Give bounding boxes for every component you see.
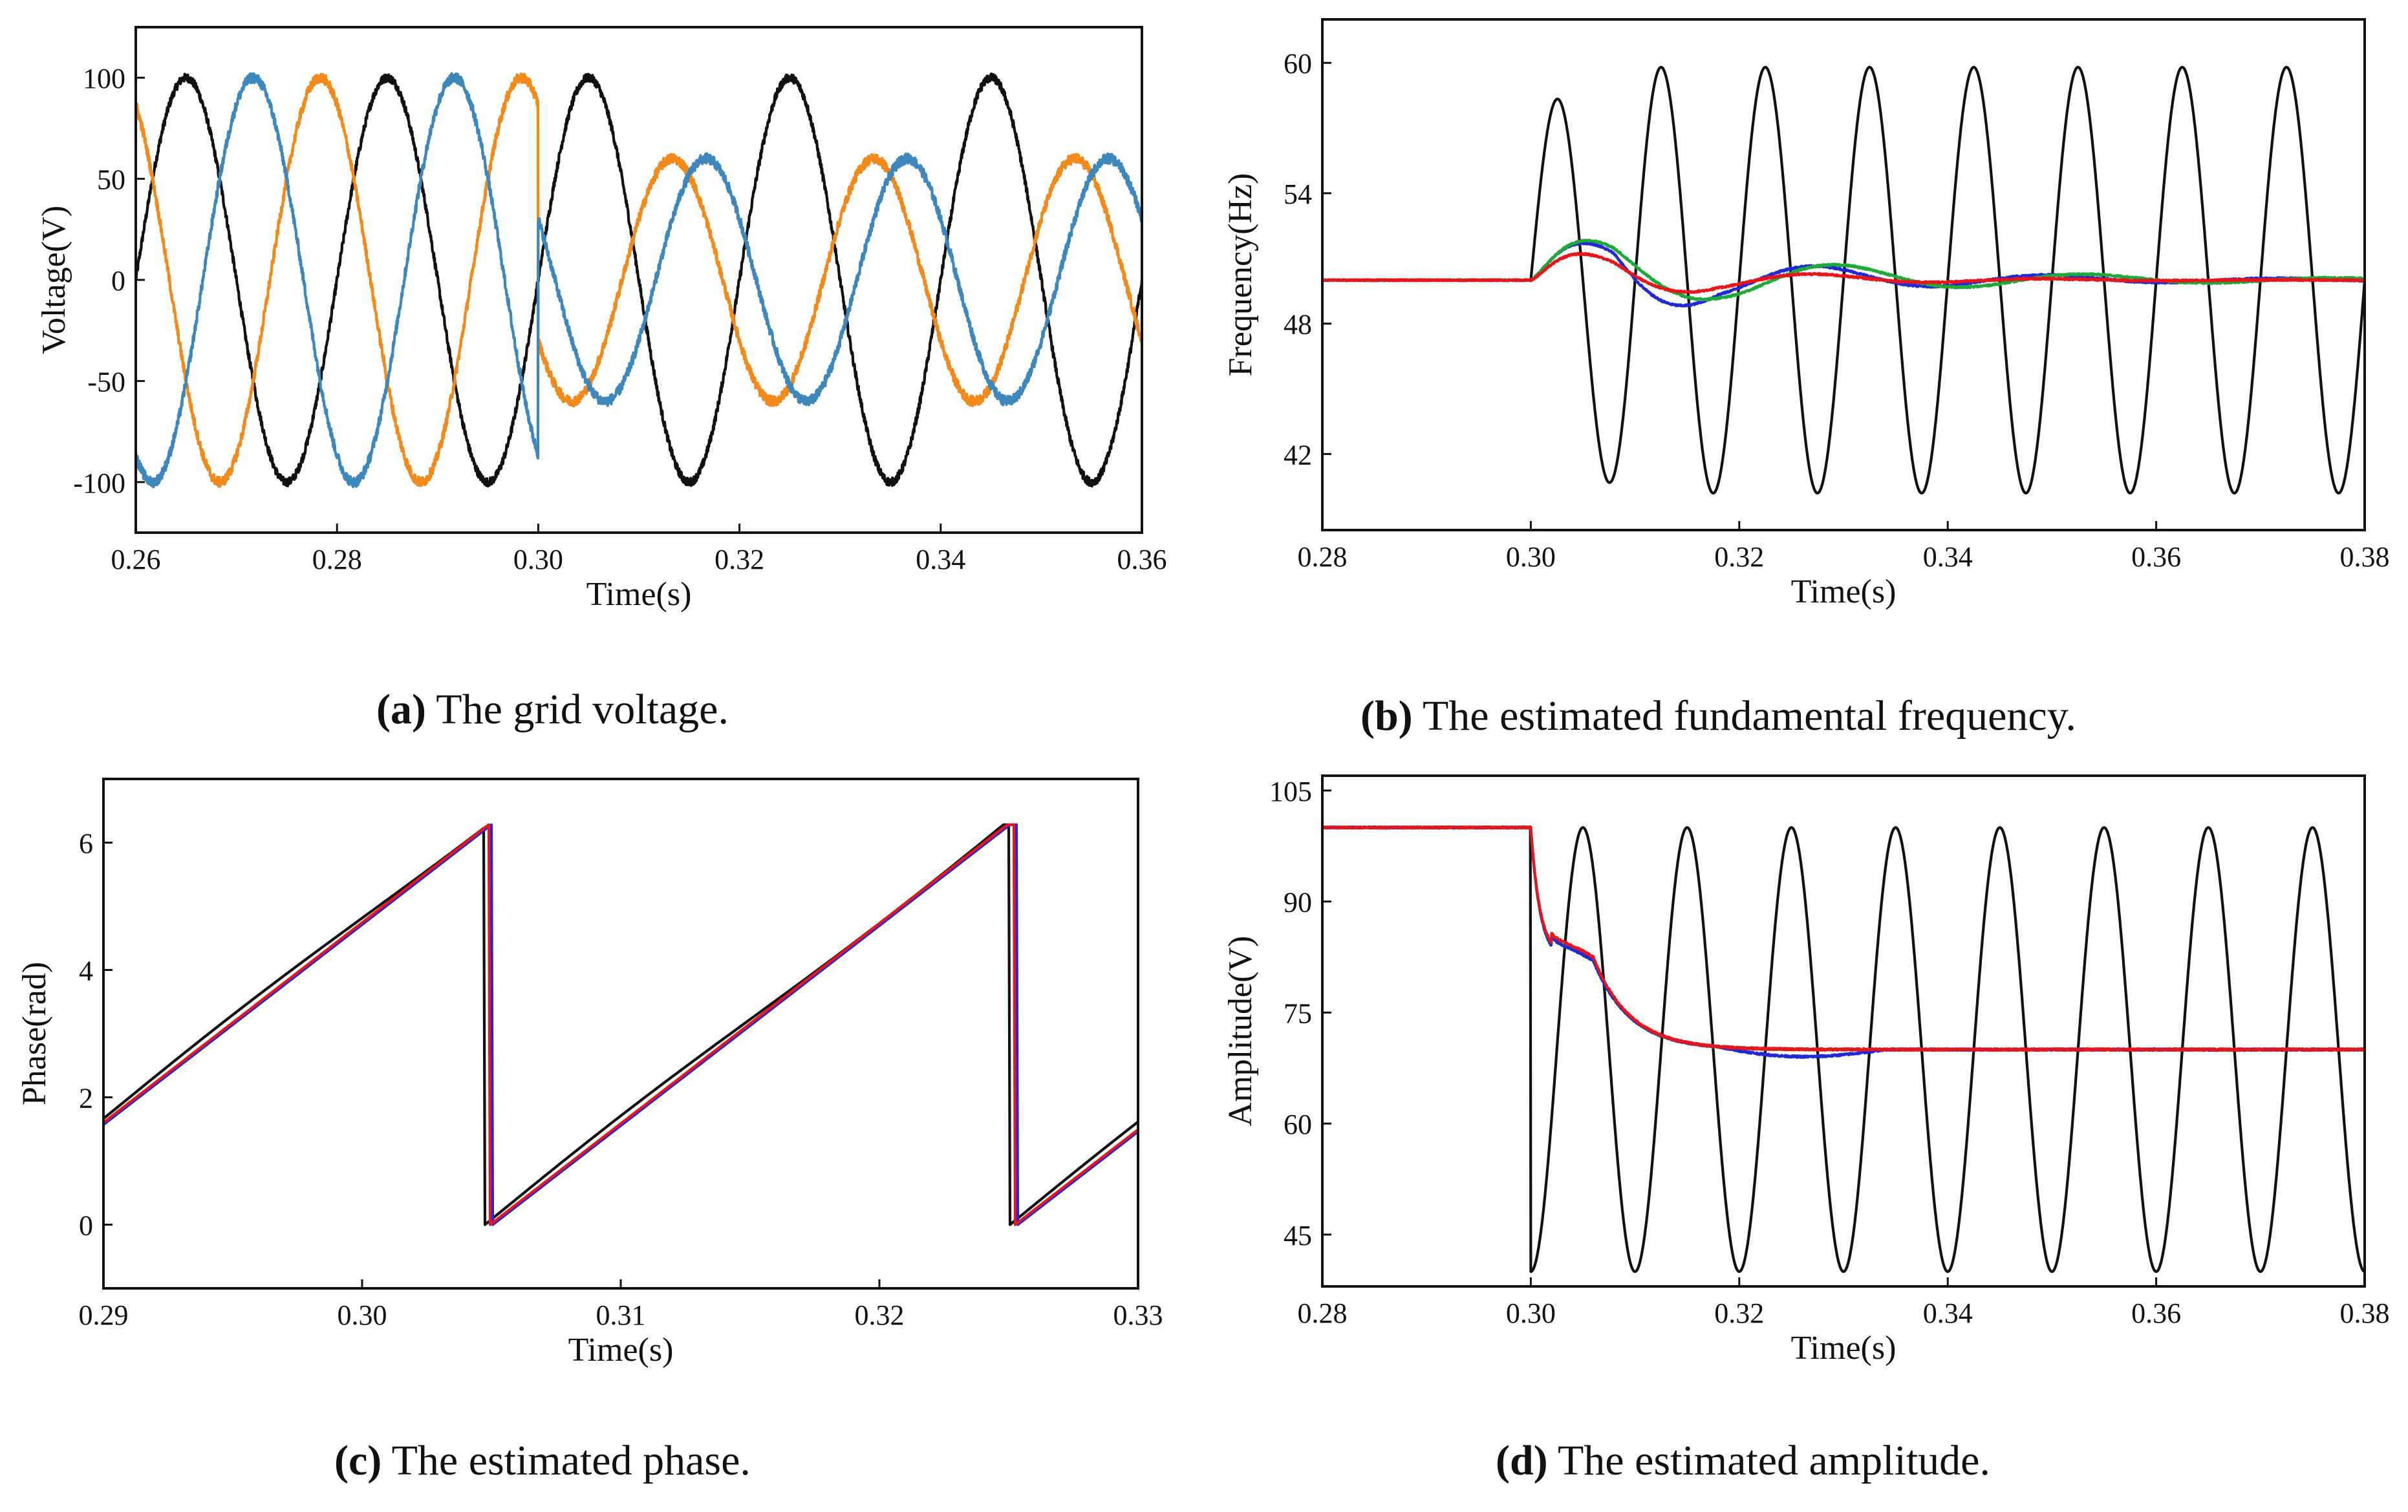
caption-a-text: The grid voltage. — [436, 686, 729, 733]
y-axis-label: Phase(rad) — [16, 962, 53, 1105]
xtick-label: 0.32 — [1714, 1297, 1764, 1329]
panel-b-frequency-chart: 0.28 0.30 0.32 0.34 0.36 0.38 42 48 54 60 Time(s) F… — [1222, 18, 2390, 610]
ytick-label: 100 — [83, 63, 125, 94]
y-axis-label: Amplitude(V) — [1222, 936, 1259, 1127]
xtick-label: 0.34 — [1923, 541, 1973, 573]
ytick-label: 48 — [1284, 309, 1312, 341]
series-d-method-green — [1322, 825, 2365, 1052]
ytick-label: 60 — [1284, 48, 1312, 80]
caption-b-tag: (b) — [1360, 692, 1413, 740]
series-d-method-red — [1322, 825, 2365, 1052]
caption-a-tag: (a) — [376, 686, 426, 733]
panel-d-amplitude-chart: 0.28 0.30 0.32 0.34 0.36 0.38 45 60 75 90 105 Time(… — [1222, 774, 2390, 1367]
caption-d-tag: (d) — [1496, 1437, 1548, 1484]
xtick-label: 0.26 — [111, 544, 161, 575]
ytick-label: 50 — [97, 164, 125, 196]
series-c-reference — [103, 823, 1138, 1226]
xtick-label: 0.29 — [79, 1299, 129, 1331]
y-axis-label: Frequency(Hz) — [1222, 173, 1259, 377]
ytick-label: 2 — [79, 1083, 93, 1114]
panel-c-phase-chart: 0.29 0.30 0.31 0.32 0.33 0 2 4 6 Time(s) Phase(rad… — [16, 778, 1163, 1368]
series-a-phase-b — [136, 72, 1142, 488]
xtick-label: 0.36 — [2131, 541, 2181, 573]
series-d-method-blue — [1322, 825, 2365, 1059]
plot-frame-b — [1321, 18, 2366, 531]
xtick-label: 0.30 — [338, 1299, 387, 1331]
xtick-label: 0.38 — [2340, 1297, 2390, 1329]
xtick-label: 0.28 — [1298, 541, 1348, 573]
xtick-label: 0.30 — [1506, 541, 1556, 573]
ytick-label: 60 — [1284, 1109, 1312, 1140]
caption-d-text: The estimated amplitude. — [1557, 1437, 1990, 1484]
caption-c-text: The estimated phase. — [391, 1437, 751, 1484]
xtick-label: 0.32 — [855, 1299, 905, 1331]
caption-c: (c) The estimated phase. — [334, 1436, 751, 1485]
ytick-label: 105 — [1269, 776, 1312, 807]
ytick-label: -100 — [73, 467, 125, 499]
series-b-method-red — [1322, 251, 2365, 294]
series-c-method-blue — [103, 823, 1138, 1226]
xtick-label: 0.36 — [1117, 544, 1167, 575]
x-axis-label: Time(s) — [586, 576, 692, 613]
caption-b-text: The estimated fundamental frequency. — [1422, 692, 2076, 740]
xtick-label: 0.32 — [1714, 541, 1764, 573]
series-c-method-red — [103, 823, 1138, 1226]
ytick-label: -50 — [87, 366, 125, 398]
xtick-label: 0.34 — [1923, 1297, 1973, 1329]
series-a-phase-c — [136, 72, 1142, 489]
x-axis-label: Time(s) — [568, 1332, 674, 1368]
plot-frame-d — [1321, 774, 2366, 1288]
ytick-label: 90 — [1284, 887, 1312, 919]
ytick-label: 42 — [1284, 439, 1312, 471]
caption-a: (a) The grid voltage. — [376, 685, 729, 734]
caption-b: (b) The estimated fundamental frequency. — [1360, 692, 2076, 741]
ytick-label: 54 — [1284, 178, 1312, 210]
x-axis-label: Time(s) — [1791, 573, 1897, 610]
y-axis-label: Voltage(V) — [36, 206, 72, 354]
xtick-label: 0.31 — [596, 1299, 646, 1331]
xtick-label: 0.38 — [2340, 541, 2390, 573]
xtick-label: 0.30 — [513, 544, 563, 575]
ytick-label: 45 — [1284, 1220, 1312, 1251]
xtick-label: 0.30 — [1506, 1297, 1556, 1329]
x-axis-label: Time(s) — [1791, 1330, 1897, 1367]
ytick-label: 75 — [1284, 997, 1312, 1029]
caption-d: (d) The estimated amplitude. — [1496, 1436, 1990, 1485]
panel-a-voltage-chart: 0.26 0.28 0.30 0.32 0.34 0.36 -100 -50 0 50 100 Tim… — [36, 26, 1167, 613]
ytick-label: 4 — [79, 955, 93, 987]
caption-c-tag: (c) — [334, 1437, 382, 1484]
ytick-label: 6 — [79, 828, 93, 860]
ytick-label: 0 — [79, 1210, 93, 1242]
xtick-label: 0.32 — [715, 544, 764, 575]
ytick-label: 0 — [111, 265, 125, 297]
series-a-phase-a — [136, 72, 1142, 488]
xtick-label: 0.33 — [1113, 1299, 1163, 1331]
plot-frame-c — [102, 778, 1139, 1290]
xtick-label: 0.28 — [1298, 1297, 1348, 1329]
xtick-label: 0.28 — [312, 544, 362, 575]
xtick-label: 0.36 — [2131, 1297, 2181, 1329]
xtick-label: 0.34 — [916, 544, 965, 575]
